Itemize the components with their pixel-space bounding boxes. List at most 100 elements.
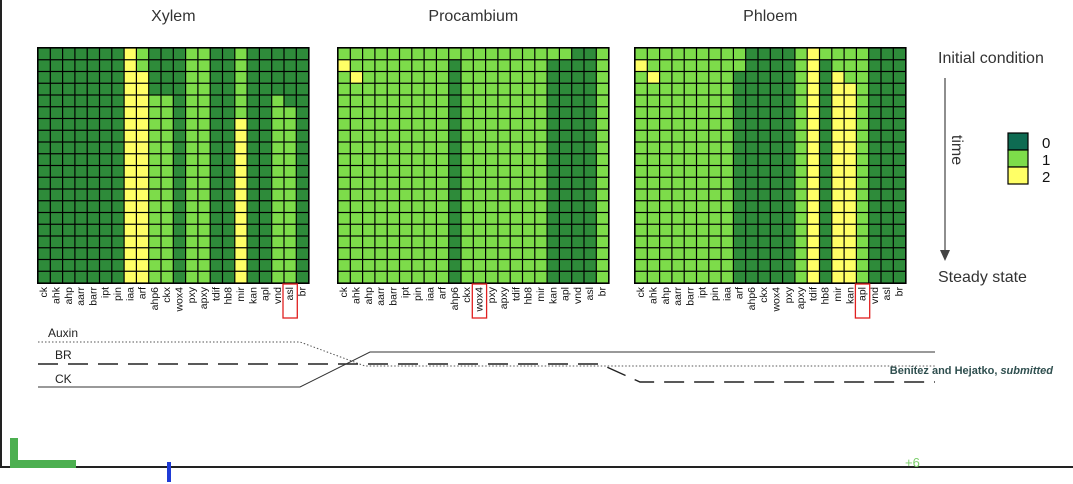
heatmap-cell — [350, 260, 362, 271]
heatmap-cell — [660, 83, 672, 95]
heatmap-cell — [844, 83, 856, 95]
heatmap-cell — [535, 271, 547, 283]
heatmap-cell — [198, 72, 210, 83]
heatmap-cell — [783, 154, 795, 165]
heatmap-cell — [758, 130, 770, 142]
heatmap-cell — [820, 130, 832, 142]
heatmap-cell — [363, 248, 375, 259]
heatmap-cell — [296, 119, 308, 130]
heatmap-cell — [137, 166, 149, 177]
heatmap-cell — [672, 201, 684, 212]
heatmap-cell — [247, 189, 259, 201]
heatmap-cell — [449, 213, 461, 224]
heatmap-cell — [387, 83, 399, 95]
heatmap-cell — [560, 189, 572, 201]
heatmap-cell — [38, 130, 50, 142]
heatmap-cell — [235, 260, 247, 271]
heatmap-cell — [820, 248, 832, 259]
heatmap-cell — [486, 271, 498, 283]
heatmap-cell — [235, 48, 247, 60]
heatmap-cell — [881, 213, 893, 224]
heatmap-cell — [857, 224, 869, 236]
heatmap-cell — [424, 130, 436, 142]
heatmap-cell — [461, 248, 473, 259]
heatmap-cell — [223, 48, 235, 60]
heatmap-cell — [223, 107, 235, 118]
heatmap-cell — [572, 224, 584, 236]
heatmap-cell — [783, 72, 795, 83]
gene-label-apxy: apxy — [795, 286, 807, 309]
heatmap-cell — [807, 72, 819, 83]
heatmap-cell — [112, 48, 124, 60]
heatmap-cell — [449, 48, 461, 60]
heatmap-cell — [795, 107, 807, 118]
heatmap-cell — [746, 248, 758, 259]
heatmap-cell — [50, 130, 62, 142]
heatmap-cell — [296, 60, 308, 71]
gene-label-ahk: ahk — [350, 286, 362, 304]
heatmap-cell — [223, 248, 235, 259]
heatmap-cell — [63, 154, 75, 165]
heatmap-cell — [400, 236, 412, 248]
heatmap-cell — [584, 130, 596, 142]
heatmap-cell — [684, 83, 696, 95]
heatmap-cell — [124, 95, 136, 107]
heatmap-cell — [63, 95, 75, 107]
heatmap-cell — [584, 260, 596, 271]
heatmap-cell — [734, 248, 746, 259]
heatmap-cell — [186, 72, 198, 83]
heatmap-cell — [223, 201, 235, 212]
line-label-ck: CK — [55, 372, 72, 386]
heatmap-cell — [338, 224, 350, 236]
heatmap-cell — [387, 224, 399, 236]
heatmap-cell — [498, 72, 510, 83]
heatmap-cell — [137, 177, 149, 189]
gene-label-ipt: ipt — [697, 287, 709, 298]
steady-state-label: Steady state — [938, 269, 1027, 286]
heatmap-cell — [672, 236, 684, 248]
heatmap-cell — [510, 224, 522, 236]
heatmap-cell — [572, 60, 584, 71]
heatmap-cell — [272, 271, 284, 283]
heatmap-cell — [284, 142, 296, 154]
heatmap-cell — [363, 189, 375, 201]
heatmap-cell — [75, 271, 87, 283]
heatmap-cell — [572, 260, 584, 271]
heatmap-cell — [112, 224, 124, 236]
heatmap-cell — [387, 142, 399, 154]
heatmap-cell — [795, 271, 807, 283]
heatmap-cell — [375, 177, 387, 189]
heatmap-cell — [363, 107, 375, 118]
heatmap-cell — [247, 260, 259, 271]
heatmap-cell — [260, 142, 272, 154]
heatmap-cell — [100, 260, 112, 271]
br-line — [38, 363, 935, 383]
heatmap-cell — [461, 260, 473, 271]
heatmap-cell — [721, 248, 733, 259]
heatmap-cell — [486, 83, 498, 95]
heatmap-cell — [721, 142, 733, 154]
heatmap-cell — [560, 154, 572, 165]
heatmap-cell — [296, 177, 308, 189]
heatmap-cell — [893, 271, 905, 283]
heatmap-cell — [424, 248, 436, 259]
heatmap-cell — [473, 177, 485, 189]
heatmap-cell — [424, 72, 436, 83]
heatmap-cell — [210, 271, 222, 283]
heatmap-cell — [498, 60, 510, 71]
heatmap-cell — [437, 154, 449, 165]
page-fragment: +6 — [905, 455, 920, 470]
heatmap-cell — [498, 271, 510, 283]
heatmap-cell — [437, 271, 449, 283]
heatmap-cell — [881, 201, 893, 212]
heatmap-cell — [547, 177, 559, 189]
heatmap-cell — [660, 189, 672, 201]
heatmap-cell — [572, 72, 584, 83]
heatmap-cell — [449, 72, 461, 83]
heatmap-cell — [260, 166, 272, 177]
heatmap-cell — [449, 95, 461, 107]
heatmap-cell — [572, 142, 584, 154]
legend-label-1: 1 — [1042, 152, 1050, 169]
heatmap-cell — [523, 177, 535, 189]
heatmap-cell — [672, 177, 684, 189]
